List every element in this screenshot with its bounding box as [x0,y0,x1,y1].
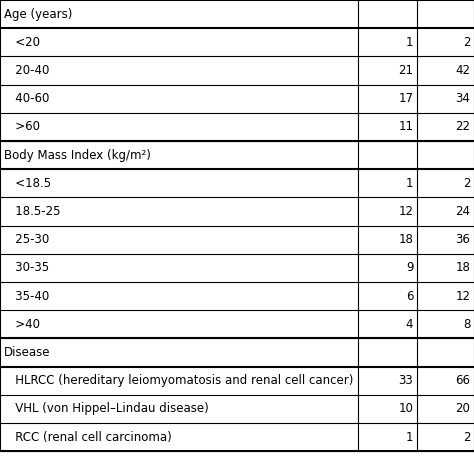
Text: >40: >40 [4,318,40,331]
Text: 24: 24 [455,205,470,218]
Text: 20: 20 [456,402,470,415]
Text: 8: 8 [463,318,470,331]
Text: 1: 1 [406,431,413,444]
Text: RCC (renal cell carcinoma): RCC (renal cell carcinoma) [4,431,172,444]
Text: 17: 17 [398,92,413,105]
Text: 12: 12 [398,205,413,218]
Text: 6: 6 [406,290,413,302]
Text: 25-30: 25-30 [4,233,49,246]
Text: 1: 1 [406,36,413,49]
Text: Body Mass Index (kg/m²): Body Mass Index (kg/m²) [4,149,151,162]
Text: 36: 36 [456,233,470,246]
Text: 22: 22 [455,120,470,133]
Text: 40-60: 40-60 [4,92,49,105]
Text: 35-40: 35-40 [4,290,49,302]
Text: 12: 12 [455,290,470,302]
Text: 18.5-25: 18.5-25 [4,205,60,218]
Text: 2: 2 [463,431,470,444]
Text: 2: 2 [463,177,470,190]
Text: 30-35: 30-35 [4,262,49,274]
Text: 33: 33 [399,374,413,387]
Text: 34: 34 [456,92,470,105]
Text: 21: 21 [398,64,413,77]
Text: 4: 4 [406,318,413,331]
Text: 10: 10 [399,402,413,415]
Text: <18.5: <18.5 [4,177,51,190]
Text: <20: <20 [4,36,40,49]
Text: 1: 1 [406,177,413,190]
Text: Disease: Disease [4,346,50,359]
Text: 9: 9 [406,262,413,274]
Text: 2: 2 [463,36,470,49]
Text: VHL (von Hippel–Lindau disease): VHL (von Hippel–Lindau disease) [4,402,209,415]
Text: 11: 11 [398,120,413,133]
Text: 18: 18 [399,233,413,246]
Text: 42: 42 [455,64,470,77]
Text: >60: >60 [4,120,40,133]
Text: Age (years): Age (years) [4,8,72,20]
Text: HLRCC (hereditary leiomyomatosis and renal cell cancer): HLRCC (hereditary leiomyomatosis and ren… [4,374,353,387]
Text: 18: 18 [456,262,470,274]
Text: 20-40: 20-40 [4,64,49,77]
Text: 66: 66 [455,374,470,387]
